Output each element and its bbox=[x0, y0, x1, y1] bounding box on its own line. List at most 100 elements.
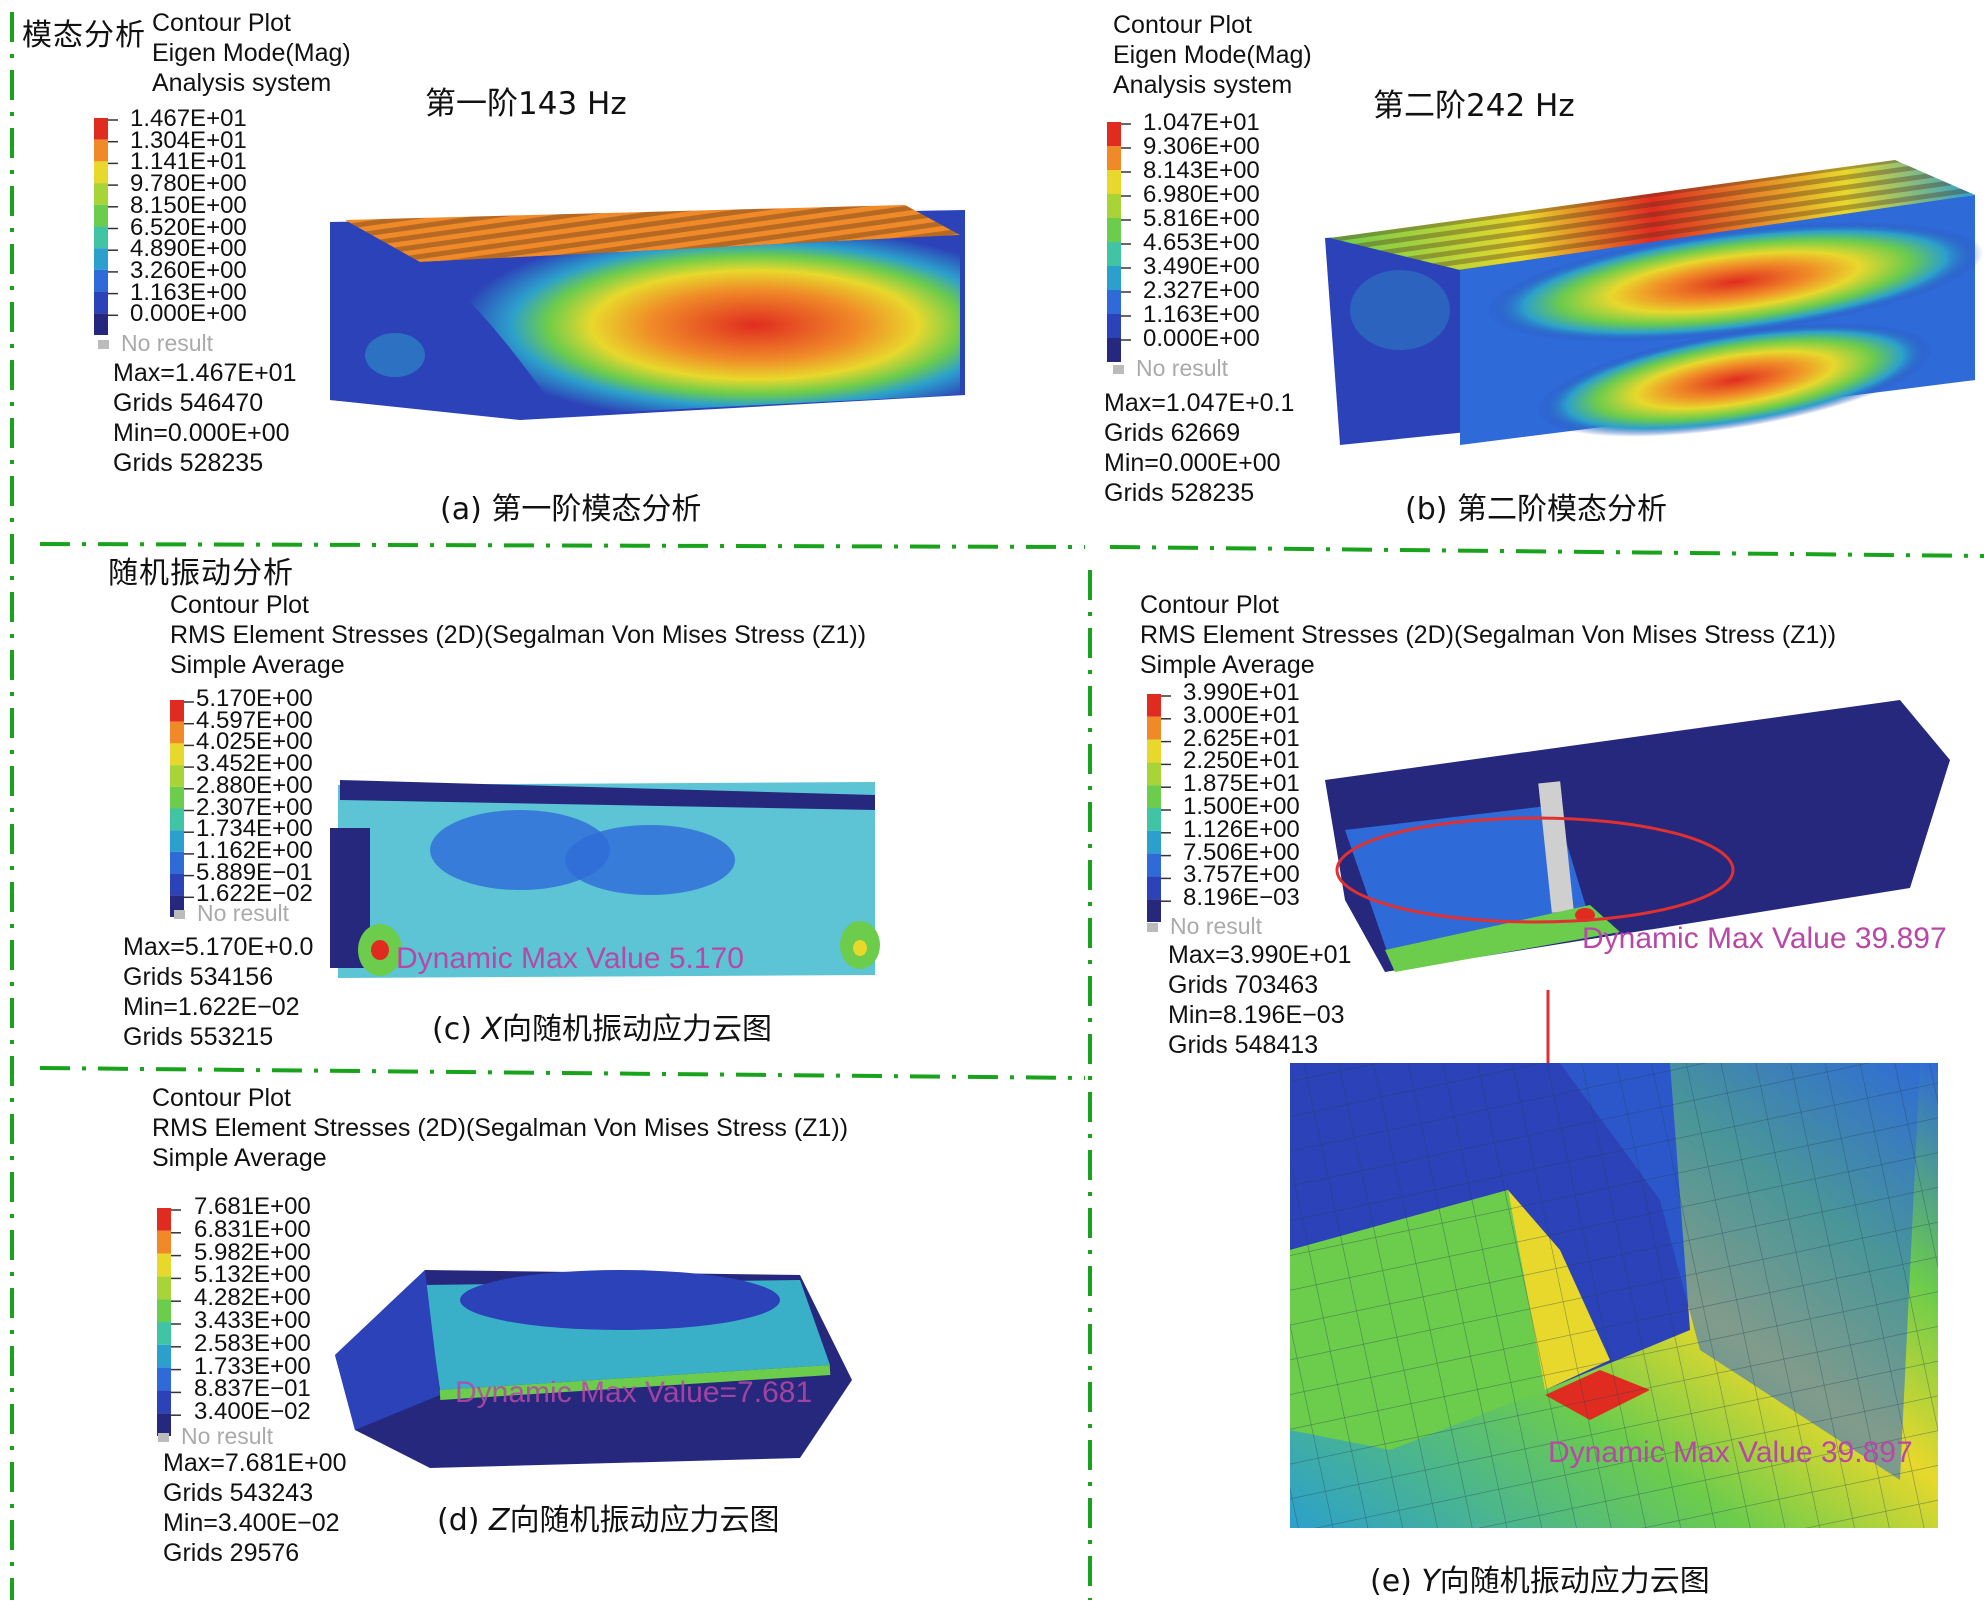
legend-swatch-c bbox=[170, 830, 184, 852]
legend-value: 4.025E+00 bbox=[196, 728, 313, 756]
legend-value: 8.143E+00 bbox=[1143, 157, 1260, 184]
legend-swatch-b bbox=[1107, 266, 1121, 290]
legend-value: 5.132E+00 bbox=[194, 1261, 311, 1289]
legend-value: 1.304E+01 bbox=[130, 126, 247, 154]
legend-bars bbox=[94, 118, 1171, 1436]
panel-e-no-result: No result bbox=[1147, 913, 1262, 940]
no-result-label: No result bbox=[1136, 355, 1229, 381]
min-grid: Grids 29576 bbox=[163, 1539, 300, 1567]
legend-value: 3.433E+00 bbox=[194, 1306, 311, 1334]
legend-swatch-b bbox=[1107, 242, 1121, 266]
legend-value: 6.980E+00 bbox=[1143, 181, 1260, 208]
max-value: Max=3.990E+01 bbox=[1168, 941, 1352, 969]
legend-value: 3.400E−02 bbox=[194, 1398, 311, 1426]
plot-type-label: Contour Plot bbox=[1113, 11, 1252, 39]
panel-a-legend: 1.467E+01 1.304E+01 1.141E+01 9.780E+00 … bbox=[130, 107, 247, 326]
panel-e-dynamic-max: Dynamic Max Value 39.897 bbox=[1582, 922, 1947, 955]
panel-b-no-result: No result bbox=[1113, 355, 1228, 382]
panel-d-caption: (d) Z向随机振动应力云图 bbox=[437, 1495, 780, 1539]
legend-swatch-d bbox=[157, 1344, 171, 1368]
panel-a-stats: Max=1.467E+01 Grids 546470 Min=0.000E+00… bbox=[113, 358, 296, 478]
no-result-label: No result bbox=[181, 1423, 274, 1449]
model-y-stress bbox=[1325, 700, 1950, 1408]
panel-e-legend: 3.990E+01 3.000E+01 2.625E+01 2.250E+01 … bbox=[1183, 679, 1300, 912]
panel-d-stats: Max=7.681E+00 Grids 543243 Min=3.400E−02… bbox=[163, 1448, 346, 1568]
legend-swatch-a bbox=[94, 161, 108, 184]
section-label-random: 随机振动分析 bbox=[108, 556, 294, 591]
legend-value: 4.890E+00 bbox=[130, 235, 247, 263]
panel-e-zoom-dynamic-max: Dynamic Max Value 39.897 bbox=[1548, 1436, 1913, 1469]
system-label: Analysis system bbox=[152, 69, 332, 97]
max-value: Max=7.681E+00 bbox=[163, 1449, 347, 1477]
legend-value: 1.875E+01 bbox=[1183, 770, 1300, 798]
min-grid: Grids 548413 bbox=[1168, 1031, 1319, 1059]
panel-e-stats: Max=3.990E+01 Grids 703463 Min=8.196E−03… bbox=[1168, 940, 1351, 1060]
legend-value: 3.452E+00 bbox=[196, 750, 313, 778]
legend-swatch-a bbox=[94, 313, 108, 335]
max-grid: Grids 703463 bbox=[1168, 971, 1319, 999]
panel-b-header: Contour Plot Eigen Mode(Mag) Analysis sy… bbox=[1113, 10, 1312, 100]
legend-swatch-c bbox=[170, 700, 184, 722]
legend-swatch-d bbox=[157, 1390, 171, 1414]
legend-swatch-c bbox=[170, 808, 184, 831]
panel-c-legend: 5.170E+00 4.597E+00 4.025E+00 3.452E+00 … bbox=[196, 687, 313, 908]
legend-swatch-d bbox=[157, 1299, 171, 1322]
max-value: Max=1.467E+01 bbox=[113, 359, 297, 387]
min-value: Min=0.000E+00 bbox=[113, 419, 290, 447]
legend-swatch-c bbox=[170, 743, 184, 766]
legend-swatch-b bbox=[1107, 170, 1121, 194]
caption-prefix: (c) bbox=[432, 1012, 482, 1047]
legend-value: 1.622E−02 bbox=[196, 880, 313, 908]
legend-value: 9.306E+00 bbox=[1143, 133, 1260, 160]
model-mode1 bbox=[330, 205, 965, 420]
panel-c-caption: (c) X向随机振动应力云图 bbox=[432, 1004, 772, 1048]
legend-swatch-c bbox=[170, 721, 184, 744]
legend-swatch-e bbox=[1147, 762, 1161, 786]
max-grid: Grids 543243 bbox=[163, 1479, 314, 1507]
min-value: Min=0.000E+00 bbox=[1104, 449, 1281, 477]
max-grid: Grids 546470 bbox=[113, 389, 264, 417]
legend-value: 1.733E+00 bbox=[194, 1352, 311, 1380]
legend-value: 8.196E−03 bbox=[1183, 884, 1300, 912]
legend-value: 1.163E+00 bbox=[130, 278, 247, 306]
result-type-label: Eigen Mode(Mag) bbox=[1113, 41, 1312, 69]
plot-type-label: Contour Plot bbox=[170, 591, 309, 619]
section-label-modal: 模态分析 bbox=[22, 18, 146, 53]
legend-value: 8.150E+00 bbox=[130, 191, 247, 219]
legend-swatch-e bbox=[1147, 694, 1161, 717]
legend-value: 4.282E+00 bbox=[194, 1284, 311, 1312]
legend-value: 2.625E+01 bbox=[1183, 724, 1300, 752]
legend-value: 2.307E+00 bbox=[196, 793, 313, 821]
legend-value: 1.047E+01 bbox=[1143, 109, 1260, 136]
max-value: Max=1.047E+0.1 bbox=[1104, 389, 1295, 417]
legend-swatch-a bbox=[94, 269, 108, 292]
legend-value: 5.816E+00 bbox=[1143, 205, 1260, 232]
caption-text: 向随机振动应力云图 bbox=[502, 1012, 773, 1047]
legend-value: 5.982E+00 bbox=[194, 1238, 311, 1266]
min-grid: Grids 528235 bbox=[1104, 479, 1255, 507]
legend-swatch-a bbox=[94, 139, 108, 162]
legend-value: 2.250E+01 bbox=[1183, 747, 1300, 775]
panel-d-no-result: No result bbox=[158, 1423, 273, 1450]
min-value: Min=8.196E−03 bbox=[1168, 1001, 1345, 1029]
panel-a-no-result: No result bbox=[98, 330, 213, 357]
legend-value: 1.126E+00 bbox=[1183, 815, 1300, 843]
legend-value: 3.990E+01 bbox=[1183, 679, 1300, 706]
legend-value: 4.597E+00 bbox=[196, 706, 313, 734]
caption-prefix: (d) bbox=[437, 1503, 489, 1538]
caption-text: 向随机振动应力云图 bbox=[1439, 1564, 1710, 1599]
legend-value: 9.780E+00 bbox=[130, 170, 247, 198]
legend-swatch-e bbox=[1147, 876, 1161, 900]
legend-swatch-a bbox=[94, 204, 108, 227]
legend-swatch-b bbox=[1107, 194, 1121, 218]
max-value: Max=5.170E+0.0 bbox=[123, 933, 314, 961]
legend-swatch-d bbox=[157, 1413, 171, 1436]
legend-swatch-d bbox=[157, 1230, 171, 1254]
panel-dividers bbox=[10, 12, 1984, 1600]
legend-value: 3.757E+00 bbox=[1183, 861, 1300, 889]
legend-value: 8.837E−01 bbox=[194, 1375, 311, 1403]
legend-swatch-d bbox=[157, 1276, 171, 1300]
plot-type-label: Contour Plot bbox=[1140, 591, 1279, 619]
panel-e-header: Contour Plot RMS Element Stresses (2D)(S… bbox=[1140, 590, 1836, 680]
